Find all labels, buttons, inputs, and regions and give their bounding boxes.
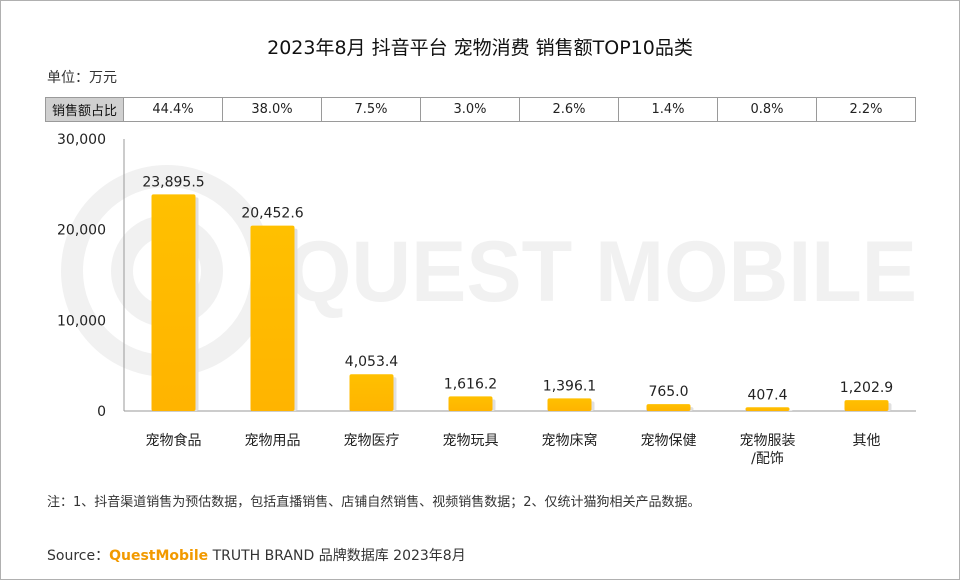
footnote: 注：1、抖音渠道销售为预估数据，包括直播销售、店铺自然销售、视频销售数据；2、仅… [47,495,701,510]
bar [250,225,295,411]
x-tick-label: 宠物用品 [245,433,301,449]
data-label: 20,452.6 [241,206,303,222]
bar [844,400,889,411]
source-prefix: Source： [47,548,110,564]
data-label: 407.4 [747,387,787,403]
share-cell: 2.6% [520,98,619,121]
source-brand: QuestMobile [109,548,209,564]
share-cell: 38.0% [223,98,322,121]
x-tick-label: 宠物保健 [641,433,697,449]
source-line: Source：QuestMobile TRUTH BRAND 品牌数据库 202… [47,545,466,565]
data-label: 1,202.9 [840,380,893,396]
bar-chart: 0 10,000 20,000 30,000 23,895.5 宠物食品 20,452.6 宠… [57,132,916,467]
share-cell: 2.2% [849,102,883,117]
x-tick-label: 宠物服装 [740,433,796,449]
y-tick-label: 10,000 [57,313,106,329]
data-label: 23,895.5 [142,174,204,190]
chart-title: 2023年8月 抖音平台 宠物消费 销售额TOP10品类 [267,37,693,59]
share-cell: 1.4% [619,98,718,121]
data-label: 4,053.4 [345,354,399,370]
bar [745,407,790,411]
x-tick-label: 其他 [853,433,881,449]
share-cell: 7.5% [322,98,421,121]
y-tick-label: 30,000 [57,132,106,148]
data-label: 1,396.1 [543,378,596,394]
y-tick-label: 20,000 [57,223,106,239]
x-tick-label: 宠物食品 [146,432,202,449]
bar [349,374,394,411]
bar [448,396,493,411]
source-rest: TRUTH BRAND 品牌数据库 2023年8月 [208,548,466,564]
x-tick-label: 宠物床窝 [542,432,598,449]
x-tick-label: 宠物医疗 [344,433,400,449]
data-label: 1,616.2 [444,376,497,392]
share-cell: 44.4% [124,98,223,121]
share-table: 销售额占比 44.4% 38.0% 7.5% 3.0% 2.6% 1.4% 0.… [45,97,916,122]
share-cell: 0.8% [718,98,817,121]
data-label: 765.0 [648,384,688,400]
share-cell: 3.0% [421,98,520,121]
bar [151,194,196,411]
y-tick-label: 0 [97,404,106,420]
unit-label: 单位：万元 [47,70,117,86]
bar [646,404,691,411]
bar [547,398,592,411]
x-tick-label: /配饰 [751,451,784,467]
share-table-header: 销售额占比 [46,98,124,121]
x-tick-label: 宠物玩具 [443,433,499,449]
